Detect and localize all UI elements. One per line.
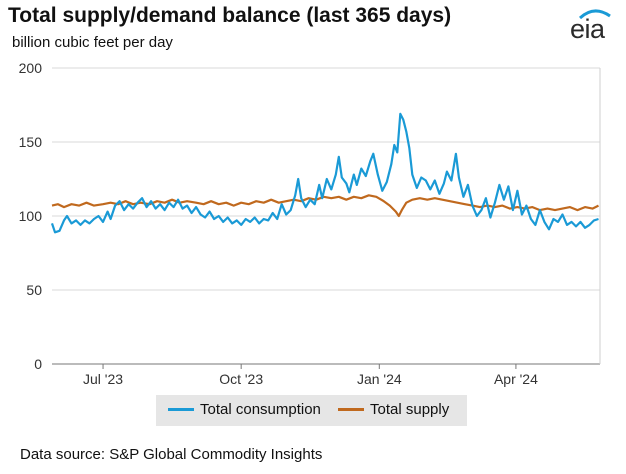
y-tick-label: 0 — [34, 356, 42, 372]
y-tick-label: 50 — [26, 282, 42, 298]
legend-swatch-supply — [338, 407, 364, 411]
eia-logo-text: eia — [570, 14, 605, 44]
eia-logo[interactable]: eia — [566, 6, 618, 46]
series-line-consumption — [50, 112, 599, 234]
chart-gridlines — [52, 67, 601, 365]
x-axis-ticks: Jul '23 Oct '23 Jan '24 Apr '24 — [83, 364, 538, 387]
data-source-note: Data source: S&P Global Commodity Insigh… — [20, 446, 323, 463]
y-tick-label: 100 — [19, 208, 43, 224]
legend-item-supply[interactable]: Total supply — [338, 401, 449, 418]
y-tick-label: 150 — [19, 134, 43, 150]
x-tick-label: Jul '23 — [83, 371, 123, 387]
legend-swatch-consumption — [168, 407, 194, 411]
chart-title: Total supply/demand balance (last 365 da… — [8, 4, 452, 27]
chart-legend: Total consumption Total supply — [156, 395, 467, 426]
y-tick-label: 200 — [19, 60, 43, 76]
y-axis-ticks: 0 50 100 150 200 — [19, 60, 43, 372]
legend-label-supply: Total supply — [370, 401, 450, 418]
eia-logo-arc-icon — [578, 9, 611, 20]
chart-series — [50, 112, 599, 234]
legend-item-consumption[interactable]: Total consumption — [168, 401, 321, 418]
x-tick-label: Apr '24 — [494, 371, 538, 387]
x-tick-label: Oct '23 — [219, 371, 263, 387]
legend-label-consumption: Total consumption — [200, 401, 321, 418]
chart-subtitle: billion cubic feet per day — [12, 34, 173, 51]
x-tick-label: Jan '24 — [357, 371, 402, 387]
